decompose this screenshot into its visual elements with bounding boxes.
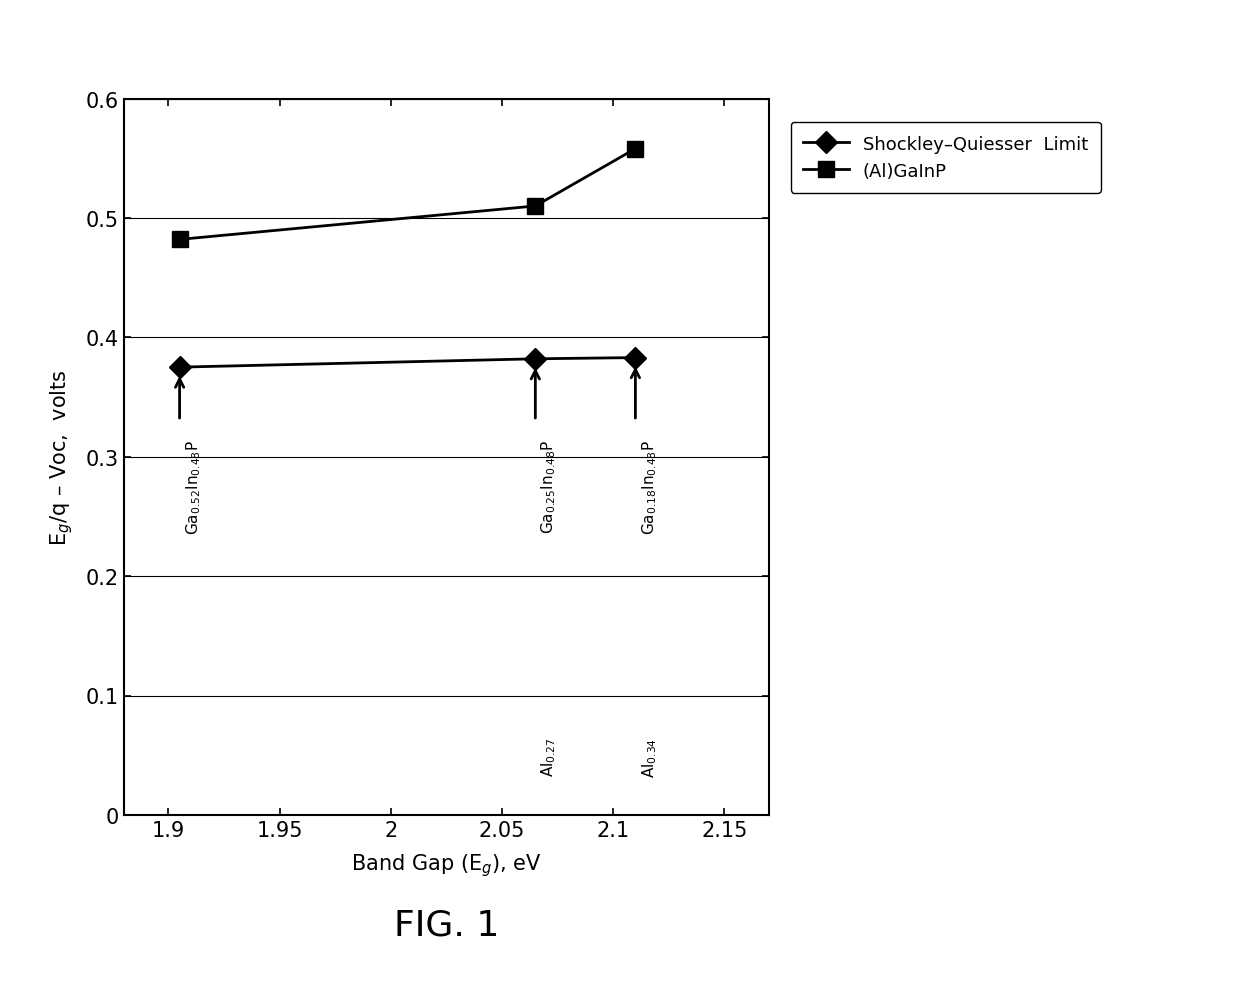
(Al)GaInP [172,235,187,247]
Text: FIG. 1: FIG. 1 [394,908,498,941]
Text: Ga$_{0.52}$In$_{0.48}$P: Ga$_{0.52}$In$_{0.48}$P [184,439,202,534]
Text: Al$_{0.27}$: Al$_{0.27}$ [539,738,558,776]
Shockley–Quiesser  Limit [627,352,642,364]
Y-axis label: E$_g$/q – Voc,  volts: E$_g$/q – Voc, volts [48,369,74,546]
Shockley–Quiesser  Limit [528,354,543,366]
(Al)GaInP [627,143,642,155]
Shockley–Quiesser  Limit [172,362,187,374]
X-axis label: Band Gap (E$_g$), eV: Band Gap (E$_g$), eV [351,851,542,878]
Line: (Al)GaInP: (Al)GaInP [172,142,644,248]
Text: Ga$_{0.18}$In$_{0.48}$P: Ga$_{0.18}$In$_{0.48}$P [640,439,658,534]
Text: Ga$_{0.25}$In$_{0.48}$P: Ga$_{0.25}$In$_{0.48}$P [539,439,558,534]
Line: Shockley–Quiesser  Limit: Shockley–Quiesser Limit [172,351,644,376]
Legend: Shockley–Quiesser  Limit, (Al)GaInP: Shockley–Quiesser Limit, (Al)GaInP [791,122,1101,194]
(Al)GaInP [528,201,543,213]
Text: Al$_{0.34}$: Al$_{0.34}$ [640,738,658,777]
